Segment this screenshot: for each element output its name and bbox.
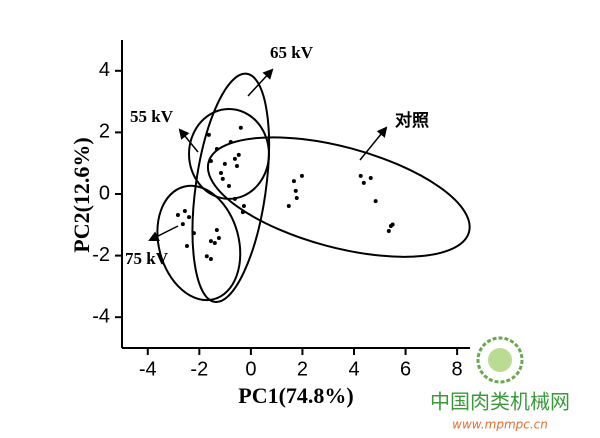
- x-tick-label: -2: [190, 358, 208, 380]
- annotation-arrow: [178, 128, 199, 153]
- point: [299, 173, 304, 178]
- point: [214, 228, 219, 233]
- point: [191, 231, 196, 236]
- y-tick-label: 4: [99, 59, 110, 81]
- logo: [476, 336, 524, 384]
- point: [208, 239, 213, 244]
- annotation-arrow: [247, 68, 274, 97]
- group-label: 75 kV: [125, 249, 169, 268]
- y-tick-label: 2: [99, 121, 110, 143]
- y-tick-label: -4: [92, 305, 110, 327]
- point: [232, 156, 237, 161]
- point: [216, 236, 221, 241]
- point: [238, 125, 243, 130]
- point: [236, 152, 241, 157]
- x-tick-label: -4: [139, 358, 157, 380]
- point: [226, 183, 231, 188]
- group-label: 55 kV: [130, 107, 174, 126]
- point: [218, 171, 223, 176]
- point: [291, 179, 296, 184]
- point: [228, 139, 233, 144]
- logo-inner: [488, 348, 512, 372]
- point: [361, 180, 366, 185]
- point: [182, 208, 187, 213]
- point: [368, 175, 373, 180]
- x-tick-label: 2: [297, 358, 308, 380]
- y-axis-label: PC2(12.6%): [69, 137, 94, 252]
- y-tick-label: -2: [92, 244, 110, 266]
- point: [240, 210, 245, 215]
- x-tick-label: 8: [452, 358, 463, 380]
- point: [232, 196, 237, 201]
- point: [294, 196, 299, 201]
- point: [373, 199, 378, 204]
- point: [293, 188, 298, 193]
- x-tick-label: 4: [348, 358, 359, 380]
- point: [286, 204, 291, 209]
- point: [208, 256, 213, 261]
- annotation-arrow: [148, 225, 179, 241]
- point: [212, 240, 217, 245]
- group-ellipse: [206, 136, 471, 258]
- point: [204, 254, 209, 259]
- point: [222, 161, 227, 166]
- point: [175, 212, 180, 217]
- point: [180, 222, 185, 227]
- group-label: 对照: [395, 110, 429, 130]
- x-axis-label: PC1(74.8%): [238, 383, 353, 408]
- point: [241, 204, 246, 209]
- watermark-site: 中国肉类机械网: [430, 390, 570, 414]
- point: [220, 176, 225, 181]
- watermark-url: www.mpmpc.cn: [452, 418, 548, 432]
- group-label: 65 kV: [270, 43, 314, 62]
- point: [386, 228, 391, 233]
- group-ellipse: [191, 72, 271, 304]
- x-tick-label: 0: [245, 358, 256, 380]
- x-tick-label: 6: [400, 358, 411, 380]
- point: [187, 215, 192, 220]
- group-ellipse: [156, 184, 242, 302]
- point: [208, 159, 213, 164]
- point: [358, 173, 363, 178]
- point: [206, 132, 211, 137]
- point: [390, 222, 395, 227]
- annotation-arrow: [359, 126, 388, 161]
- watermark: 中国肉类机械网 www.mpmpc.cn: [430, 336, 570, 432]
- point: [184, 244, 189, 249]
- y-tick-label: 0: [99, 182, 110, 204]
- point: [234, 163, 239, 168]
- point: [214, 147, 219, 152]
